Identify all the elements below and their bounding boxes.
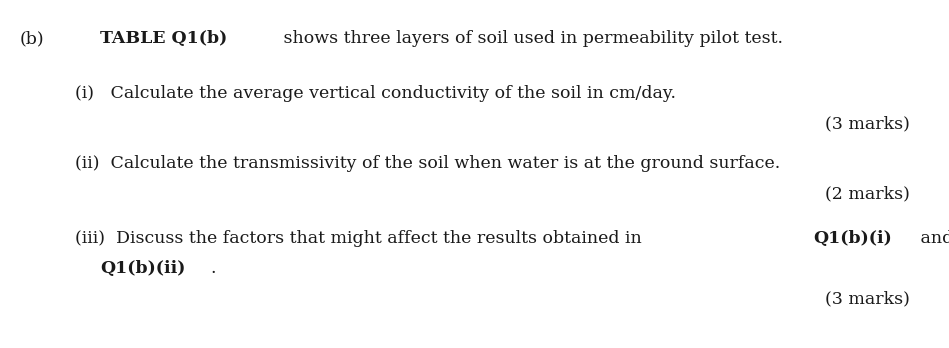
- Text: (3 marks): (3 marks): [825, 115, 910, 132]
- Text: shows three layers of soil used in permeability pilot test.: shows three layers of soil used in perme…: [278, 30, 783, 47]
- Text: (3 marks): (3 marks): [825, 290, 910, 307]
- Text: .: .: [210, 260, 215, 277]
- Text: (iii)  Discuss the factors that might affect the results obtained in: (iii) Discuss the factors that might aff…: [75, 230, 647, 247]
- Text: (i)   Calculate the average vertical conductivity of the soil in cm/day.: (i) Calculate the average vertical condu…: [75, 85, 676, 102]
- Text: (b): (b): [20, 30, 45, 47]
- Text: TABLE Q1(b): TABLE Q1(b): [52, 30, 227, 47]
- Text: Q1(b)(ii): Q1(b)(ii): [100, 260, 185, 277]
- Text: Q1(b)(i): Q1(b)(i): [813, 230, 892, 247]
- Text: (ii)  Calculate the transmissivity of the soil when water is at the ground surfa: (ii) Calculate the transmissivity of the…: [75, 155, 780, 172]
- Text: (2 marks): (2 marks): [825, 185, 910, 202]
- Text: and: and: [915, 230, 949, 247]
